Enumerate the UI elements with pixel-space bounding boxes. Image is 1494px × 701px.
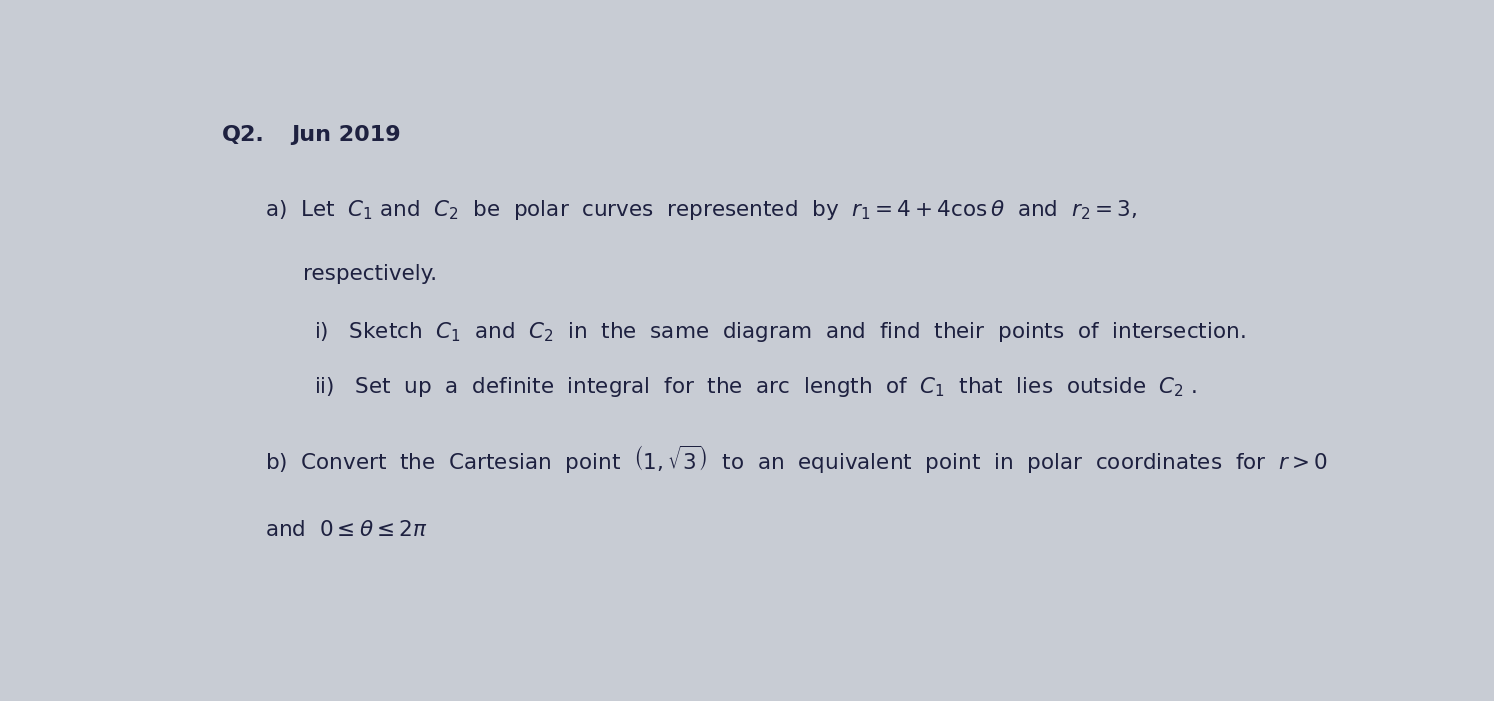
- Text: ii)   Set  up  a  definite  integral  for  the  arc  length  of  $C_1$  that  li: ii) Set up a definite integral for the a…: [314, 375, 1198, 399]
- Text: and  $0 \leq \theta \leq 2\pi$: and $0 \leq \theta \leq 2\pi$: [266, 520, 429, 540]
- Text: respectively.: respectively.: [302, 264, 436, 283]
- Text: a)  Let  $C_1$ and  $C_2$  be  polar  curves  represented  by  $r_1 = 4 + 4\cos\: a) Let $C_1$ and $C_2$ be polar curves r…: [266, 198, 1137, 222]
- Text: Q2.: Q2.: [221, 125, 264, 145]
- Text: i)   Sketch  $C_1$  and  $C_2$  in  the  same  diagram  and  find  their  points: i) Sketch $C_1$ and $C_2$ in the same di…: [314, 320, 1246, 343]
- Text: b)  Convert  the  Cartesian  point  $\left(1,\sqrt{3}\right)$  to  an  equivalen: b) Convert the Cartesian point $\left(1,…: [266, 444, 1328, 476]
- Text: Jun 2019: Jun 2019: [291, 125, 400, 145]
